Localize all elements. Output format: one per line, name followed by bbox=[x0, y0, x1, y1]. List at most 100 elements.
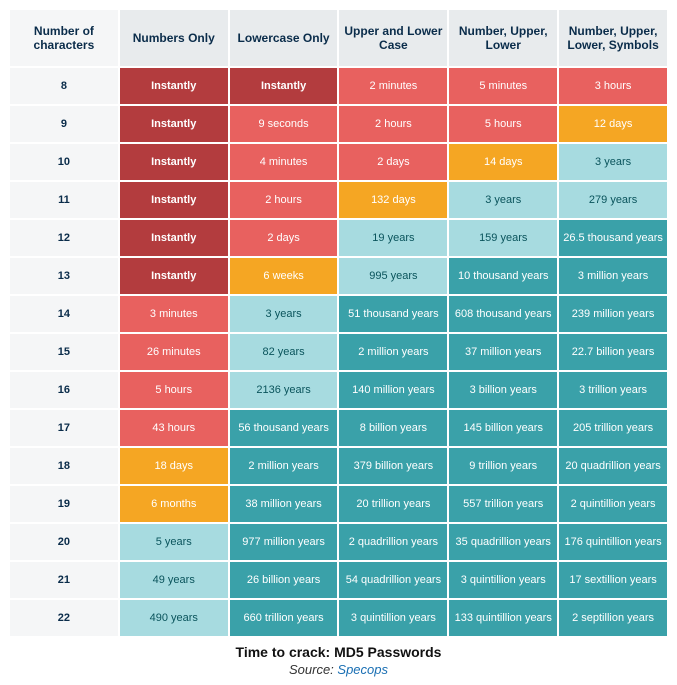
cell: 2 days bbox=[339, 144, 447, 180]
password-crack-table: Number of characters Numbers Only Lowerc… bbox=[8, 8, 669, 638]
cell: 35 quadrillion years bbox=[449, 524, 557, 560]
cell: 12 days bbox=[559, 106, 667, 142]
cell: 5 hours bbox=[449, 106, 557, 142]
cell: 490 years bbox=[120, 600, 228, 636]
cell: 205 trillion years bbox=[559, 410, 667, 446]
cell: 5 years bbox=[120, 524, 228, 560]
cell: 43 hours bbox=[120, 410, 228, 446]
table-row: 12Instantly2 days19 years159 years26.5 t… bbox=[10, 220, 667, 256]
cell: 9 trillion years bbox=[449, 448, 557, 484]
cell: 82 years bbox=[230, 334, 338, 370]
cell: 2 million years bbox=[339, 334, 447, 370]
cell: 5 hours bbox=[120, 372, 228, 408]
cell: Instantly bbox=[120, 68, 228, 104]
cell: Instantly bbox=[230, 68, 338, 104]
cell: 49 years bbox=[120, 562, 228, 598]
cell: Instantly bbox=[120, 220, 228, 256]
cell: 9 seconds bbox=[230, 106, 338, 142]
cell: 159 years bbox=[449, 220, 557, 256]
source-link[interactable]: Specops bbox=[337, 662, 388, 677]
cell: 3 trillion years bbox=[559, 372, 667, 408]
col-header-all: Number, Upper, Lower, Symbols bbox=[559, 10, 667, 66]
cell: 2136 years bbox=[230, 372, 338, 408]
cell: Instantly bbox=[120, 106, 228, 142]
cell: 22.7 billion years bbox=[559, 334, 667, 370]
row-header: 12 bbox=[10, 220, 118, 256]
cell: Instantly bbox=[120, 182, 228, 218]
row-header: 20 bbox=[10, 524, 118, 560]
table-row: 1818 days2 million years379 billion year… bbox=[10, 448, 667, 484]
cell: 37 million years bbox=[449, 334, 557, 370]
row-header: 15 bbox=[10, 334, 118, 370]
table-row: 165 hours2136 years140 million years3 bi… bbox=[10, 372, 667, 408]
cell: 10 thousand years bbox=[449, 258, 557, 294]
row-header: 17 bbox=[10, 410, 118, 446]
table-row: 13Instantly6 weeks995 years10 thousand y… bbox=[10, 258, 667, 294]
cell: 608 thousand years bbox=[449, 296, 557, 332]
row-header: 14 bbox=[10, 296, 118, 332]
row-header: 10 bbox=[10, 144, 118, 180]
cell: 4 minutes bbox=[230, 144, 338, 180]
row-header: 16 bbox=[10, 372, 118, 408]
table-row: 22490 years660 trillion years3 quintilli… bbox=[10, 600, 667, 636]
table-row: 11Instantly2 hours132 days3 years279 yea… bbox=[10, 182, 667, 218]
cell: 660 trillion years bbox=[230, 600, 338, 636]
cell: 3 years bbox=[559, 144, 667, 180]
cell: 14 days bbox=[449, 144, 557, 180]
table-caption: Time to crack: MD5 Passwords bbox=[8, 644, 669, 660]
cell: 8 billion years bbox=[339, 410, 447, 446]
row-header: 22 bbox=[10, 600, 118, 636]
cell: Instantly bbox=[120, 258, 228, 294]
cell: 51 thousand years bbox=[339, 296, 447, 332]
row-header: 13 bbox=[10, 258, 118, 294]
table-row: 9Instantly9 seconds2 hours5 hours12 days bbox=[10, 106, 667, 142]
cell: 239 million years bbox=[559, 296, 667, 332]
row-header: 21 bbox=[10, 562, 118, 598]
cell: 20 trillion years bbox=[339, 486, 447, 522]
cell: 379 billion years bbox=[339, 448, 447, 484]
cell: 176 quintillion years bbox=[559, 524, 667, 560]
row-header: 9 bbox=[10, 106, 118, 142]
cell: 2 million years bbox=[230, 448, 338, 484]
cell: Instantly bbox=[120, 144, 228, 180]
table-row: 196 months38 million years20 trillion ye… bbox=[10, 486, 667, 522]
cell: 6 weeks bbox=[230, 258, 338, 294]
cell: 2 days bbox=[230, 220, 338, 256]
cell: 279 years bbox=[559, 182, 667, 218]
source-prefix: Source: bbox=[289, 662, 337, 677]
col-header-lowercase: Lowercase Only bbox=[230, 10, 338, 66]
table-row: 2149 years26 billion years54 quadrillion… bbox=[10, 562, 667, 598]
cell: 26.5 thousand years bbox=[559, 220, 667, 256]
table-source: Source: Specops bbox=[8, 662, 669, 677]
cell: 145 billion years bbox=[449, 410, 557, 446]
cell: 56 thousand years bbox=[230, 410, 338, 446]
row-header: 19 bbox=[10, 486, 118, 522]
cell: 20 quadrillion years bbox=[559, 448, 667, 484]
cell: 17 sextillion years bbox=[559, 562, 667, 598]
cell: 3 years bbox=[449, 182, 557, 218]
cell: 132 days bbox=[339, 182, 447, 218]
cell: 54 quadrillion years bbox=[339, 562, 447, 598]
cell: 3 minutes bbox=[120, 296, 228, 332]
table-row: 205 years977 million years2 quadrillion … bbox=[10, 524, 667, 560]
cell: 2 quadrillion years bbox=[339, 524, 447, 560]
table-body: 8InstantlyInstantly2 minutes5 minutes3 h… bbox=[10, 68, 667, 636]
cell: 557 trillion years bbox=[449, 486, 557, 522]
col-header-mixedcase: Upper and Lower Case bbox=[339, 10, 447, 66]
cell: 3 years bbox=[230, 296, 338, 332]
cell: 3 quintillion years bbox=[339, 600, 447, 636]
cell: 6 months bbox=[120, 486, 228, 522]
cell: 2 quintillion years bbox=[559, 486, 667, 522]
cell: 140 million years bbox=[339, 372, 447, 408]
table-row: 1743 hours56 thousand years8 billion yea… bbox=[10, 410, 667, 446]
cell: 26 minutes bbox=[120, 334, 228, 370]
cell: 38 million years bbox=[230, 486, 338, 522]
col-header-chars: Number of characters bbox=[10, 10, 118, 66]
cell: 3 billion years bbox=[449, 372, 557, 408]
cell: 977 million years bbox=[230, 524, 338, 560]
cell: 5 minutes bbox=[449, 68, 557, 104]
cell: 2 minutes bbox=[339, 68, 447, 104]
table-row: 1526 minutes82 years2 million years37 mi… bbox=[10, 334, 667, 370]
cell: 26 billion years bbox=[230, 562, 338, 598]
col-header-numbers: Numbers Only bbox=[120, 10, 228, 66]
